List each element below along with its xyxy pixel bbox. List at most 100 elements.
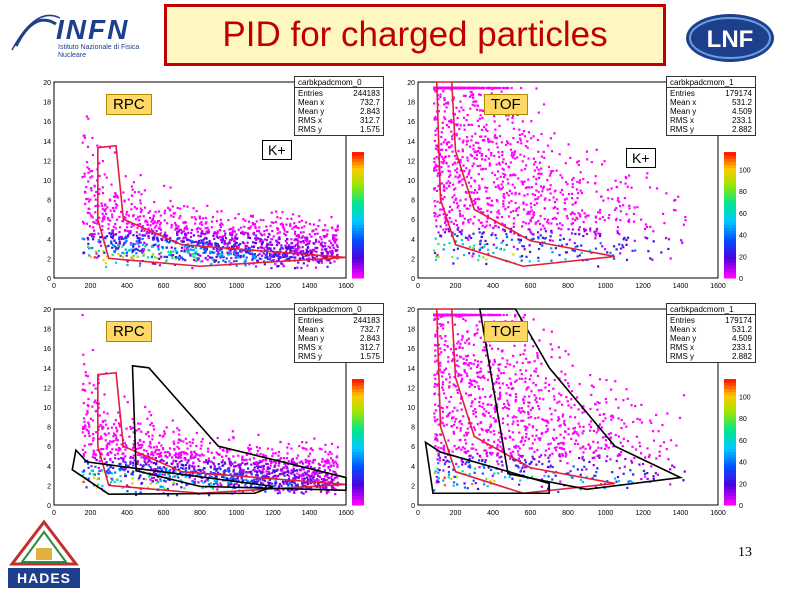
heatmap-cell <box>198 459 201 463</box>
heatmap-cell <box>261 475 264 479</box>
heatmap-cell <box>336 228 339 232</box>
heatmap-cell <box>459 214 462 218</box>
heatmap-cell <box>301 235 305 238</box>
heatmap-cell <box>281 469 284 472</box>
heatmap-cell <box>451 137 454 141</box>
heatmap-cell <box>156 221 159 224</box>
heatmap-cell <box>243 459 246 462</box>
heatmap-cell <box>554 474 557 477</box>
heatmap-cell <box>292 460 295 463</box>
heatmap-cell <box>330 457 333 460</box>
heatmap-cell <box>138 249 141 253</box>
heatmap-cell <box>146 230 149 234</box>
heatmap-cell <box>456 176 460 179</box>
heatmap-cell <box>101 225 104 228</box>
heatmap-cell <box>173 447 176 451</box>
heatmap-cell <box>239 256 242 259</box>
heatmap-cell <box>440 371 443 374</box>
heatmap-cell <box>114 246 118 249</box>
heatmap-cell <box>277 252 280 255</box>
heatmap-cell <box>441 170 444 173</box>
heatmap-cell <box>519 238 523 242</box>
heatmap-cell <box>290 447 293 450</box>
heatmap-cell <box>649 225 652 228</box>
heatmap-cell <box>154 449 157 452</box>
heatmap-cell <box>638 441 641 444</box>
heatmap-cell <box>104 423 108 426</box>
heatmap-cell <box>182 440 185 443</box>
heatmap-cell <box>258 465 261 468</box>
heatmap-cell <box>443 484 446 487</box>
heatmap-cell <box>118 424 122 427</box>
heatmap-cell <box>107 432 110 435</box>
heatmap-cell <box>295 457 298 460</box>
heatmap-cell <box>284 479 287 482</box>
heatmap-cell <box>145 232 148 235</box>
heatmap-cell <box>324 224 327 227</box>
heatmap-cell <box>441 126 444 130</box>
heatmap-cell <box>292 480 295 483</box>
heatmap-cell <box>118 215 121 219</box>
heatmap-cell <box>234 217 237 220</box>
heatmap-cell <box>306 482 310 486</box>
heatmap-cell <box>245 474 248 477</box>
heatmap-cell <box>462 222 465 225</box>
heatmap-cell <box>512 153 516 156</box>
heatmap-cell <box>112 225 115 228</box>
heatmap-cell <box>529 230 532 233</box>
infn-logo <box>6 6 156 62</box>
heatmap-cell <box>227 242 230 245</box>
heatmap-cell <box>161 473 164 476</box>
heatmap-cell <box>520 86 523 90</box>
heatmap-cell <box>549 442 552 445</box>
heatmap-cell <box>83 424 87 427</box>
heatmap-cell <box>176 464 179 467</box>
heatmap-cell <box>274 489 277 492</box>
heatmap-cell <box>456 333 459 336</box>
heatmap-cell <box>530 137 533 140</box>
heatmap-cell <box>443 97 446 100</box>
heatmap-cell <box>168 209 172 212</box>
heatmap-cell <box>270 238 273 241</box>
heatmap-cell <box>320 460 324 463</box>
heatmap-cell <box>616 231 619 235</box>
heatmap-cell <box>445 224 448 227</box>
heatmap-cell <box>256 453 259 456</box>
heatmap-cell <box>488 451 492 454</box>
heatmap-cell <box>172 475 175 479</box>
heatmap-cell <box>231 476 234 479</box>
heatmap-cell <box>127 214 131 217</box>
heatmap-cell <box>313 478 316 482</box>
heatmap-cell <box>137 190 140 194</box>
heatmap-cell <box>433 117 436 120</box>
heatmap-cell <box>276 265 279 268</box>
heatmap-cell <box>594 221 598 224</box>
heatmap-cell <box>183 205 186 208</box>
heatmap-cell <box>618 205 622 208</box>
heatmap-cell <box>262 252 265 255</box>
y-tick-label: 6 <box>411 217 415 224</box>
heatmap-cell <box>104 439 107 442</box>
heatmap-cell <box>82 388 85 391</box>
heatmap-cell <box>451 358 454 361</box>
heatmap-cell <box>575 216 578 219</box>
heatmap-cell <box>301 440 304 444</box>
heatmap-cell <box>334 460 337 463</box>
heatmap-cell <box>226 245 229 248</box>
heatmap-cell <box>101 484 104 487</box>
heatmap-cell <box>320 258 323 262</box>
heatmap-cell <box>442 90 445 93</box>
heatmap-cell <box>586 158 589 161</box>
heatmap-cell <box>493 173 497 177</box>
heatmap-cell <box>203 241 206 245</box>
heatmap-cell <box>540 155 543 158</box>
heatmap-cell <box>508 189 511 192</box>
heatmap-cell <box>254 225 257 228</box>
heatmap-cell <box>455 157 458 160</box>
heatmap-cell <box>156 452 159 456</box>
heatmap-cell <box>537 237 540 240</box>
heatmap-cell <box>333 476 337 480</box>
heatmap-cell <box>610 187 613 190</box>
heatmap-cell <box>443 392 446 395</box>
heatmap-cell <box>101 192 105 195</box>
